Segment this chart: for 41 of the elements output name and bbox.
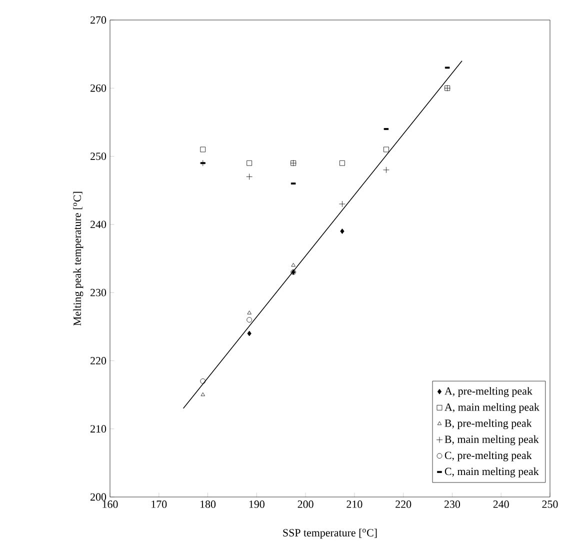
legend-label: A, main melting peak <box>444 403 540 414</box>
x-tick-label: 210 <box>346 500 362 508</box>
y-tick-label: 270 <box>90 16 106 24</box>
point <box>246 174 253 180</box>
point <box>339 200 346 208</box>
legend-label: C, pre-melting peak <box>444 451 532 462</box>
point <box>200 146 206 152</box>
point <box>246 160 252 166</box>
x-tick-label: 240 <box>493 500 509 508</box>
point <box>383 166 390 174</box>
point <box>246 317 252 323</box>
point <box>291 262 296 267</box>
x-tick-label: 230 <box>444 500 460 508</box>
point <box>340 228 344 234</box>
x-axis-title: SSP temperature [$^{o}$C] <box>283 528 377 539</box>
y-axis-title: Melting peak temperature [$^{o}$C] <box>73 192 84 326</box>
point <box>247 310 252 314</box>
legend-label: B, main melting peak <box>444 435 539 446</box>
y-tick-label: 240 <box>90 220 106 228</box>
point <box>200 378 206 384</box>
x-tick-label: 250 <box>542 500 558 508</box>
legend-label: B, pre-melting peak <box>444 419 532 430</box>
x-tick-label: 180 <box>200 500 216 508</box>
y-tick-label: 220 <box>90 357 106 364</box>
point <box>200 392 205 396</box>
x-tick-label: 170 <box>152 500 167 508</box>
legend-label: C, main melting peak <box>444 467 539 478</box>
y-tick-label: 200 <box>90 493 106 501</box>
point <box>340 160 345 166</box>
x-tick-label: 190 <box>249 500 264 508</box>
x-tick-label: 220 <box>396 500 412 508</box>
x-tick-label: 200 <box>298 500 314 508</box>
y-tick-label: 250 <box>90 152 106 160</box>
point <box>247 330 252 336</box>
y-tick-label: 210 <box>90 425 106 433</box>
x-tick-label: 160 <box>102 500 118 508</box>
point <box>384 146 389 152</box>
point <box>200 160 206 166</box>
y-tick-label: 230 <box>90 288 106 296</box>
legend-label: A, pre-melting peak <box>444 387 532 398</box>
y-tick-label: 260 <box>90 84 106 92</box>
